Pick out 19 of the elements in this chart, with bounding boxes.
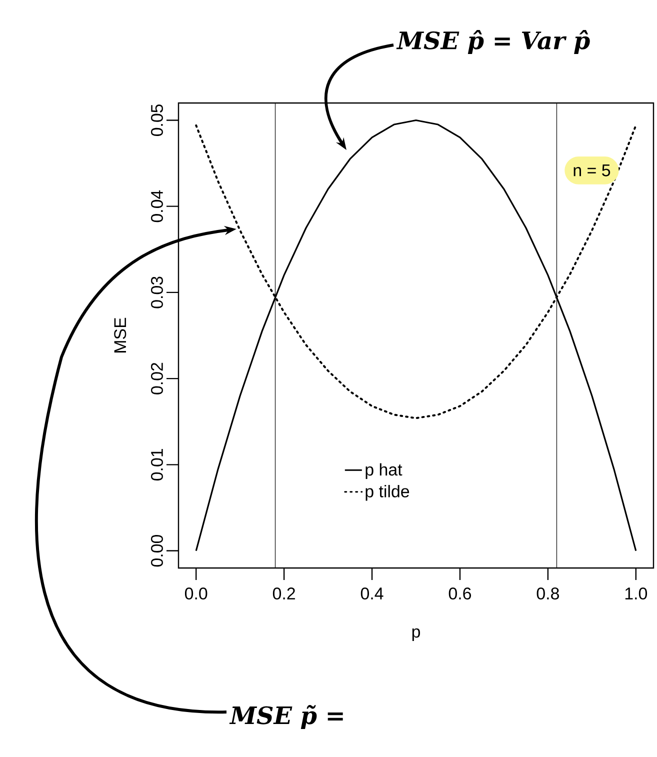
x-tick-label: 0.4: [360, 588, 384, 600]
legend-label: p tilde: [366, 484, 409, 501]
x-tick-label: 0.8: [536, 588, 559, 600]
y-tick-label: 0.04: [150, 190, 163, 222]
y-tick-label: 0.03: [150, 276, 163, 308]
legend-label: p hat: [366, 463, 402, 479]
text: MSE p̂ = Var p̂: [396, 30, 590, 54]
x-tick-label: 0.0: [184, 588, 207, 600]
y-tick-label: 0.01: [150, 449, 163, 480]
x-axis-title: p: [412, 628, 420, 641]
x-tick-label: 0.6: [448, 588, 471, 600]
y-tick-label: 0.02: [150, 362, 163, 394]
y-axis-title: MSE: [114, 318, 126, 352]
x-tick-label: 1.0: [625, 588, 647, 600]
x-tick-label: 0.2: [272, 588, 295, 600]
text: MSE p̃ =: [229, 705, 343, 729]
y-tick-label: 0.05: [150, 104, 163, 136]
y-tick-label: 0.00: [150, 534, 163, 567]
annotation: n = 5: [574, 164, 610, 176]
